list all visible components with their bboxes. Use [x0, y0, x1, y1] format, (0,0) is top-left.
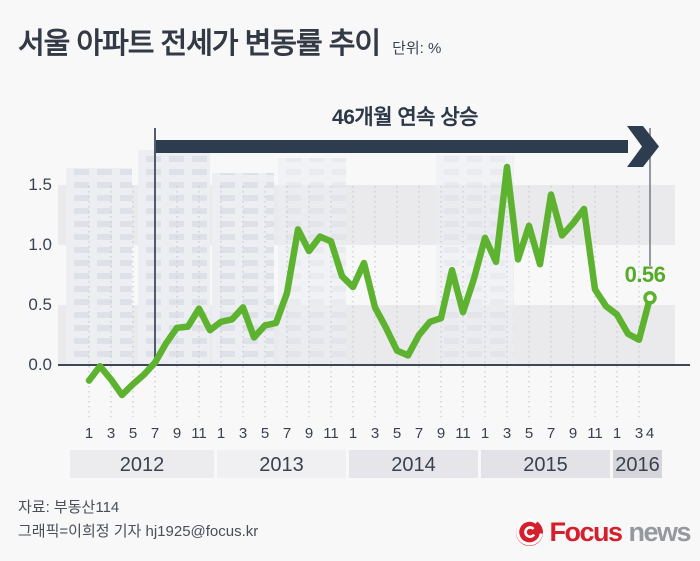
header: 서울 아파트 전세가 변동률 추이 단위: % [18, 20, 441, 62]
svg-text:9: 9 [569, 425, 577, 442]
svg-text:11: 11 [191, 425, 207, 442]
logo-suffix-text: news [628, 517, 691, 547]
svg-text:1: 1 [217, 425, 225, 442]
svg-text:5: 5 [261, 425, 269, 442]
svg-text:3: 3 [503, 425, 511, 442]
svg-text:2016: 2016 [615, 454, 660, 476]
svg-text:1: 1 [613, 425, 621, 442]
credit-note: 그래픽=이희정 기자 hj1925@focus.kr [18, 523, 259, 540]
svg-text:3: 3 [239, 425, 247, 442]
y-tick-label: 1.5 [28, 175, 52, 194]
svg-text:11: 11 [455, 425, 471, 442]
svg-text:11: 11 [587, 425, 603, 442]
svg-text:7: 7 [547, 425, 555, 442]
y-tick-label: 0.0 [28, 355, 52, 374]
focus-news-logo: Focus news [515, 517, 691, 548]
page-title: 서울 아파트 전세가 변동률 추이 [18, 28, 381, 60]
svg-text:9: 9 [305, 425, 313, 442]
streak-annotation: 46개월 연속 상승 [332, 106, 478, 129]
logo-brand-text: Focus [549, 517, 623, 547]
building-tower [436, 155, 514, 364]
svg-text:1: 1 [85, 425, 93, 442]
svg-text:2014: 2014 [391, 454, 436, 476]
svg-text:2013: 2013 [259, 454, 304, 476]
svg-text:3: 3 [635, 425, 643, 442]
y-tick-label: 0.5 [28, 295, 52, 314]
unit-label: 단위: % [392, 40, 442, 57]
svg-text:3: 3 [371, 425, 379, 442]
svg-text:9: 9 [173, 425, 181, 442]
svg-text:1: 1 [481, 425, 489, 442]
svg-text:2012: 2012 [120, 454, 165, 476]
svg-text:1: 1 [349, 425, 357, 442]
end-point-value: 0.56 [624, 262, 666, 287]
svg-text:7: 7 [415, 425, 423, 442]
svg-text:4: 4 [646, 425, 654, 442]
svg-text:5: 5 [525, 425, 533, 442]
svg-text:5: 5 [393, 425, 401, 442]
focus-news-logo-icon [516, 518, 544, 546]
svg-text:7: 7 [151, 425, 159, 442]
svg-text:9: 9 [437, 425, 445, 442]
svg-text:11: 11 [323, 425, 339, 442]
y-tick-label: 1.0 [28, 235, 52, 254]
svg-text:3: 3 [107, 425, 115, 442]
source-note: 자료: 부동산114 [18, 499, 120, 516]
svg-text:5: 5 [129, 425, 137, 442]
svg-text:2015: 2015 [523, 454, 568, 476]
svg-text:7: 7 [283, 425, 291, 442]
building-tower [66, 168, 132, 364]
